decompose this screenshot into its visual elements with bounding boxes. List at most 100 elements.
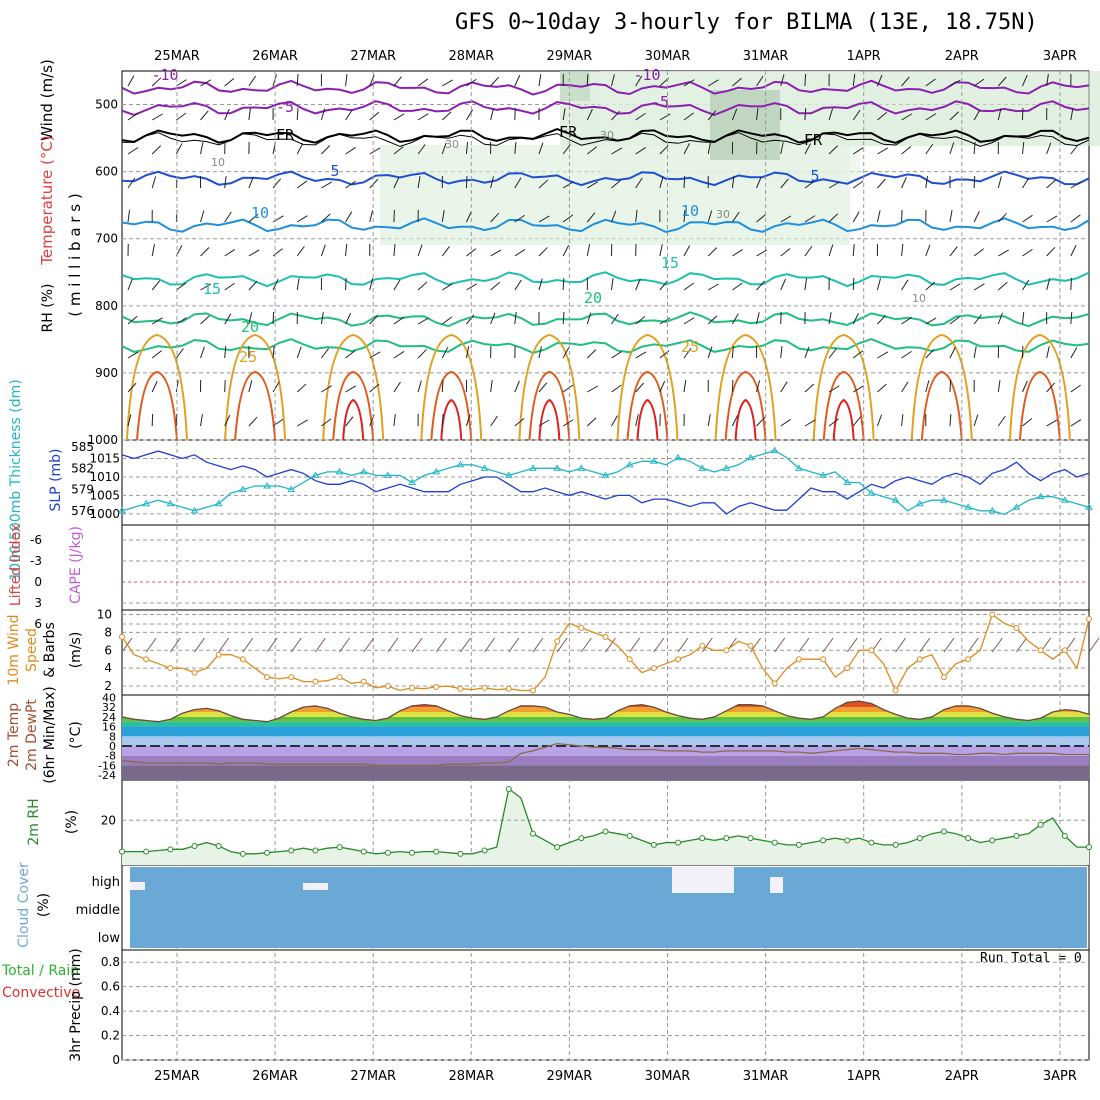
thickness-point (867, 489, 876, 496)
wind-barb (731, 108, 738, 121)
wind-barb (200, 283, 212, 291)
thickness-point (940, 496, 948, 503)
wind-barb (562, 108, 566, 121)
wind-barb (176, 112, 187, 121)
thickness-point (142, 499, 151, 507)
wind-barb (1046, 142, 1052, 155)
wind-barb (707, 79, 719, 87)
wind-barb (901, 381, 909, 393)
wind-barb (659, 280, 668, 291)
temp-bands (122, 701, 1089, 780)
wind-barb (151, 280, 161, 291)
wind-barb (345, 416, 354, 427)
wind-barb (611, 415, 618, 427)
wind-barb (707, 142, 711, 155)
wind-barb (345, 277, 347, 291)
wind-barb (1046, 278, 1051, 291)
surface-wind-barb (967, 637, 979, 653)
cloud-gap (303, 883, 328, 890)
wind-barb (659, 380, 666, 393)
wind-barb (490, 212, 500, 223)
wind-barb (465, 414, 471, 427)
wind-speed-point (191, 669, 198, 676)
isotherm-line (121, 338, 1090, 354)
rh-contour-label: 10 (211, 156, 225, 169)
cloud-level-label: middle (76, 903, 120, 918)
wind-barb (925, 143, 934, 155)
wind-barb (635, 210, 638, 223)
isotherm-25-cell (1008, 333, 1071, 441)
wind-tick: 8 (104, 625, 112, 639)
wind-barb (441, 347, 449, 359)
wind-speed-point (288, 674, 295, 681)
isotherm-35-cell (342, 398, 365, 441)
wind-barb (877, 314, 887, 325)
ylabel-cape: CAPE (J/kg) (68, 526, 84, 604)
wind-barb (707, 346, 713, 359)
surface-wind-barb (145, 637, 157, 653)
wind-barb (224, 346, 227, 359)
thickness-point (891, 496, 900, 503)
thickness-point (384, 471, 392, 478)
wind-barb (200, 247, 210, 257)
wind-barb (538, 382, 548, 393)
thickness-point (601, 471, 610, 478)
thickness-point (698, 464, 707, 471)
day-label-top: 28MAR (448, 49, 494, 64)
wind-barb (756, 280, 765, 291)
wind-barb (731, 211, 740, 223)
wind-barb (175, 348, 184, 359)
isotherm-35-cell (636, 398, 659, 441)
wind-barb (369, 383, 380, 393)
wind-barb (756, 213, 767, 223)
thickness-point (311, 471, 320, 478)
wind-barb (466, 248, 477, 257)
wind-barb (224, 313, 232, 325)
wind-barb (997, 312, 1003, 325)
wind-barb (321, 418, 332, 427)
wind-barb (949, 246, 958, 257)
wind-barb (151, 176, 157, 189)
wind-barb (127, 382, 137, 393)
surface-wind-barb (943, 637, 955, 653)
thickness-point (118, 506, 126, 514)
cloud-level-label: low (98, 931, 121, 946)
wind-barb (852, 385, 864, 393)
wind-barb (442, 283, 453, 291)
wind-barb (949, 142, 955, 155)
wind-barb (176, 317, 187, 325)
wind-barb (538, 346, 542, 359)
wind-barb (925, 78, 936, 87)
wind-barb (683, 175, 686, 189)
wind-barb (1022, 74, 1028, 87)
temp-band (122, 716, 1089, 722)
rh2m-point (1013, 832, 1020, 839)
wind-barb (901, 244, 904, 257)
isotherm-label: -10 (633, 66, 660, 84)
wind-speed-point (771, 680, 778, 687)
temp-tick: 0 (109, 740, 116, 753)
wind-barb (683, 143, 690, 155)
wind-barb (683, 282, 695, 291)
chart-title: GFS 0~10day 3-hourly for BILMA (13E, 18.… (455, 10, 1038, 35)
rh2m-point (167, 846, 174, 853)
rh-tick: 20 (101, 813, 116, 827)
rh2m-point (288, 847, 295, 854)
rh2m-point (384, 849, 391, 856)
wind-barb (466, 109, 474, 121)
wind-barb (224, 211, 232, 223)
wind-speed-point (747, 642, 754, 649)
wind-barb (417, 176, 421, 189)
wind-speed-point (554, 638, 561, 645)
dewpt2m-line (121, 742, 1089, 767)
wind-barb (272, 418, 284, 427)
wind-barb (441, 210, 445, 223)
wind-barb (780, 74, 785, 87)
wind-barb (925, 176, 929, 189)
wind-barb (175, 143, 183, 155)
wind-barb (393, 279, 401, 291)
day-label-bottom: 26MAR (252, 1069, 298, 1084)
temp-band (122, 736, 1089, 746)
rh2m-point (626, 832, 633, 839)
wind-barb (611, 351, 622, 359)
